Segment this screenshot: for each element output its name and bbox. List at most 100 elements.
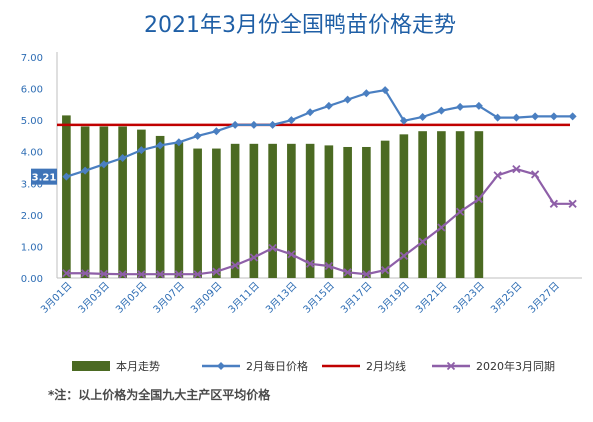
bar [80, 126, 90, 278]
bar [99, 126, 109, 278]
bar [174, 142, 184, 278]
data-point [568, 112, 577, 121]
data-point [118, 154, 127, 163]
legend-swatch [72, 361, 110, 371]
data-point [362, 89, 371, 98]
bar [137, 129, 146, 278]
x-tick-label: 3月25日 [488, 280, 524, 316]
y-tick-label: 5.00 [21, 116, 43, 127]
data-point [156, 141, 165, 150]
data-point [268, 243, 277, 253]
legend-item: 本月走势 [72, 359, 160, 373]
data-point [418, 112, 427, 121]
data-point [62, 269, 71, 278]
x-tick-label: 3月05日 [113, 280, 149, 316]
footnote: *注：以上价格为全国九大主产区平均价格 [48, 388, 271, 402]
data-label-box [31, 168, 57, 185]
data-point [249, 120, 258, 129]
data-point [287, 116, 296, 125]
bar [474, 131, 484, 278]
data-point [193, 131, 202, 140]
data-point [343, 95, 352, 104]
x-tick-label: 3月11日 [226, 280, 262, 316]
data-point [81, 166, 90, 175]
data-point [530, 170, 540, 179]
series-line [66, 88, 573, 178]
legend-label: 2020年3月同期 [476, 359, 555, 373]
data-point [418, 237, 427, 246]
data-point [324, 261, 334, 271]
data-point [362, 270, 371, 279]
data-point [380, 265, 390, 275]
data-point [456, 102, 465, 111]
series-line [66, 167, 573, 276]
data-point [249, 253, 259, 262]
legend-item: 2月均线 [322, 359, 406, 373]
data-point [343, 268, 352, 277]
data-point [137, 146, 146, 155]
data-point [381, 86, 390, 95]
data-point [549, 199, 559, 208]
bar [155, 135, 165, 278]
x-tick-label: 3月15日 [301, 280, 337, 316]
data-point [80, 269, 90, 278]
x-tick-label: 3月07日 [151, 280, 187, 316]
x-tick-label: 3月23日 [451, 280, 487, 316]
data-point [137, 270, 146, 279]
bar [118, 126, 127, 278]
data-point [474, 101, 483, 110]
bar [230, 143, 240, 278]
data-point [99, 269, 109, 279]
data-point [549, 112, 558, 121]
bar [343, 146, 352, 278]
data-point [305, 259, 315, 268]
data-point [437, 106, 446, 115]
bar [62, 115, 71, 279]
data-point [493, 113, 502, 122]
bar [380, 140, 390, 278]
y-tick-label: 7.00 [21, 53, 43, 64]
x-tick-label: 3月17日 [338, 280, 374, 316]
data-point [474, 194, 484, 204]
data-point [399, 116, 408, 125]
data-point [193, 270, 202, 279]
data-point [399, 251, 409, 261]
bar [399, 134, 409, 278]
data-point [287, 250, 296, 259]
data-point [493, 171, 502, 180]
y-tick-label: 3.00 [21, 179, 43, 190]
legend-marker [217, 362, 225, 370]
legend-label: 本月走势 [116, 359, 160, 373]
bar [305, 143, 315, 278]
data-label: 3.21 [32, 173, 57, 184]
data-point [230, 261, 240, 270]
data-point [455, 207, 465, 216]
data-point [62, 172, 71, 181]
bar [324, 145, 334, 278]
data-point [212, 127, 221, 136]
x-tick-label: 3月27日 [526, 280, 562, 316]
data-point [324, 101, 333, 110]
data-point [174, 138, 183, 147]
x-tick-label: 3月09日 [188, 280, 224, 316]
data-point [437, 223, 446, 232]
data-point [174, 270, 184, 279]
data-point [531, 112, 540, 121]
legend-label: 2月每日价格 [246, 359, 308, 373]
line-layer [57, 86, 577, 279]
x-tick-label: 3月01日 [38, 280, 74, 316]
legend: 本月走势 2月每日价格 2月均线 2020年3月同期 [72, 359, 555, 373]
data-point [99, 160, 108, 169]
bar [287, 143, 296, 278]
legend-item: 2020年3月同期 [432, 359, 555, 373]
y-tick-label: 6.00 [21, 85, 43, 96]
data-point [118, 270, 127, 279]
y-tick-label: 4.00 [21, 148, 43, 159]
data-point [568, 199, 577, 208]
bar [212, 148, 221, 278]
label-layer: 3.21 [31, 168, 57, 185]
bar [193, 148, 202, 278]
bar [249, 143, 259, 278]
